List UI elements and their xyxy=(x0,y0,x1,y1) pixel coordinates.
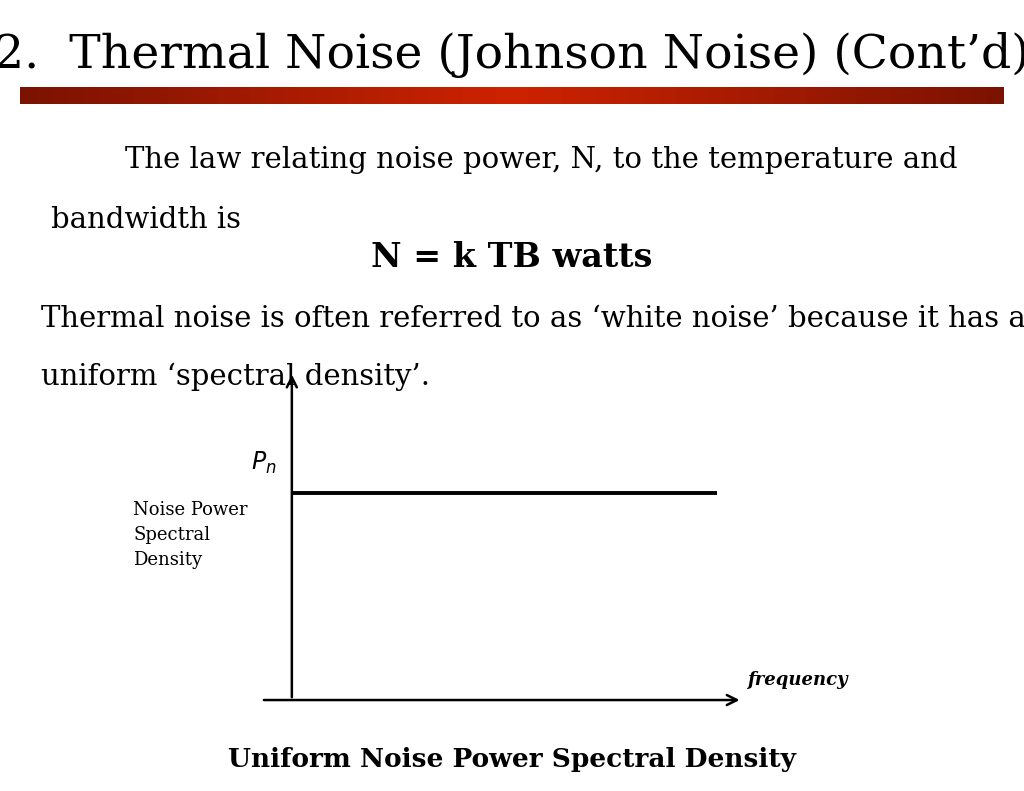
Bar xyxy=(741,87,758,104)
Bar xyxy=(217,87,233,104)
Bar xyxy=(905,87,922,104)
Bar xyxy=(152,87,168,104)
Bar xyxy=(348,87,365,104)
Bar xyxy=(496,87,512,104)
Bar xyxy=(365,87,381,104)
Bar xyxy=(872,87,889,104)
Text: bandwidth is: bandwidth is xyxy=(51,206,242,233)
Bar xyxy=(512,87,528,104)
Bar xyxy=(938,87,954,104)
Bar xyxy=(446,87,463,104)
Bar xyxy=(971,87,987,104)
Bar xyxy=(168,87,184,104)
Bar xyxy=(823,87,840,104)
Bar xyxy=(102,87,119,104)
Bar xyxy=(414,87,430,104)
Bar xyxy=(954,87,971,104)
Bar xyxy=(184,87,201,104)
Bar xyxy=(283,87,299,104)
Bar xyxy=(922,87,938,104)
Bar xyxy=(774,87,791,104)
Bar xyxy=(578,87,594,104)
Bar xyxy=(266,87,283,104)
Bar xyxy=(528,87,545,104)
Bar xyxy=(856,87,872,104)
Bar xyxy=(70,87,86,104)
Bar xyxy=(37,87,53,104)
Bar xyxy=(430,87,446,104)
Bar xyxy=(725,87,741,104)
Bar xyxy=(381,87,397,104)
Bar xyxy=(758,87,774,104)
Bar xyxy=(889,87,905,104)
Bar xyxy=(479,87,496,104)
Bar xyxy=(135,87,152,104)
Bar xyxy=(643,87,659,104)
Bar xyxy=(315,87,332,104)
Bar xyxy=(201,87,217,104)
Text: Noise Power
Spectral
Density: Noise Power Spectral Density xyxy=(133,501,248,570)
Bar xyxy=(299,87,315,104)
Bar xyxy=(627,87,643,104)
Bar xyxy=(659,87,676,104)
Text: N = k TB watts: N = k TB watts xyxy=(372,241,652,274)
Bar xyxy=(987,87,1004,104)
Text: The law relating noise power, N, to the temperature and: The law relating noise power, N, to the … xyxy=(51,146,957,174)
Bar xyxy=(119,87,135,104)
Bar xyxy=(86,87,102,104)
Bar xyxy=(692,87,709,104)
Bar xyxy=(250,87,266,104)
Bar xyxy=(397,87,414,104)
Text: $P_n$: $P_n$ xyxy=(251,449,276,476)
Text: 2.  Thermal Noise (Johnson Noise) (Cont’d): 2. Thermal Noise (Johnson Noise) (Cont’d… xyxy=(0,32,1024,78)
Bar xyxy=(332,87,348,104)
Bar xyxy=(20,87,37,104)
Bar xyxy=(233,87,250,104)
Bar xyxy=(807,87,823,104)
Bar xyxy=(676,87,692,104)
Bar xyxy=(840,87,856,104)
Bar xyxy=(463,87,479,104)
Bar xyxy=(709,87,725,104)
Text: frequency: frequency xyxy=(748,672,848,689)
Bar xyxy=(594,87,610,104)
Bar xyxy=(561,87,578,104)
Text: Thermal noise is often referred to as ‘white noise’ because it has a: Thermal noise is often referred to as ‘w… xyxy=(41,305,1024,332)
Bar xyxy=(53,87,70,104)
Bar xyxy=(791,87,807,104)
Text: uniform ‘spectral density’.: uniform ‘spectral density’. xyxy=(41,362,430,391)
Bar xyxy=(545,87,561,104)
Text: Uniform Noise Power Spectral Density: Uniform Noise Power Spectral Density xyxy=(228,747,796,773)
Bar xyxy=(610,87,627,104)
